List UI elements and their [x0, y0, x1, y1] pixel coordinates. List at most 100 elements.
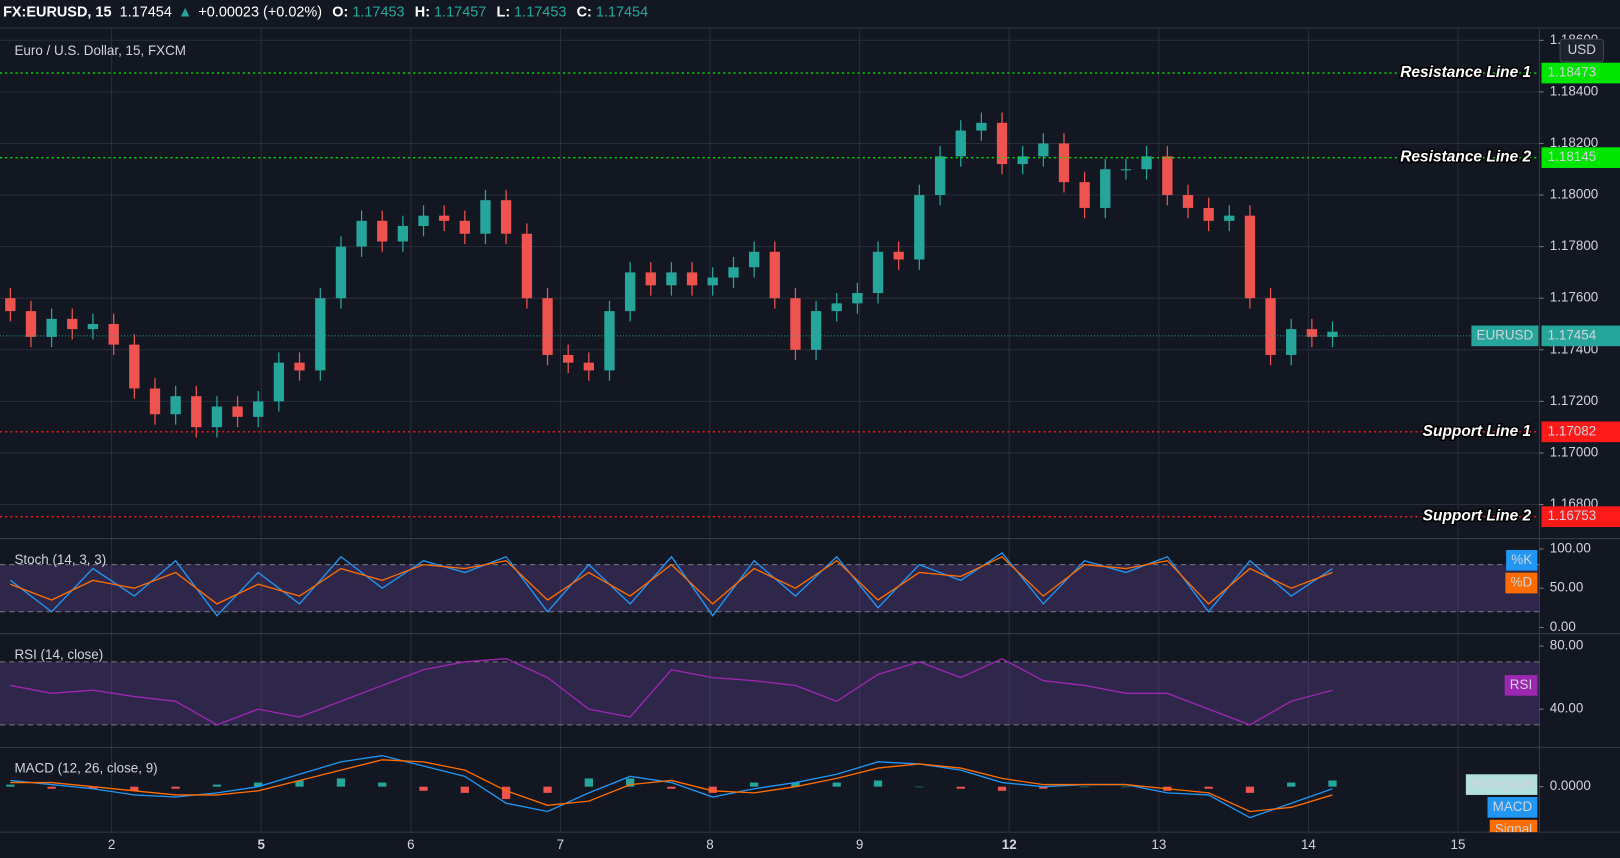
candle-body: [480, 200, 491, 234]
candle-body: [1286, 329, 1297, 355]
candle-body: [46, 318, 57, 337]
candle-body: [356, 220, 367, 247]
candle-body: [1120, 169, 1132, 171]
chart-title: Euro / U.S. Dollar, 15, FXCM: [14, 43, 186, 58]
legend-tag: %K: [1511, 552, 1532, 567]
candle-body: [1327, 331, 1338, 337]
candle-body: [1038, 143, 1049, 157]
low-value: 1.17453: [514, 4, 566, 20]
histogram-bar: [1328, 780, 1337, 787]
high-label: H:: [415, 4, 430, 20]
candle-body: [418, 215, 429, 226]
candle-body: [170, 396, 181, 415]
histogram-bar: [956, 786, 965, 789]
candle-body: [542, 298, 553, 355]
candle-body: [521, 233, 533, 299]
legend-tag: Histogram: [1471, 776, 1532, 791]
histogram-bar: [708, 786, 717, 793]
high-value: 1.17457: [434, 4, 486, 20]
change: +0.00023 (+0.02%): [198, 4, 322, 20]
candle-body: [996, 122, 1008, 165]
histogram-bar: [1204, 786, 1213, 789]
y-tick-label: 100.00: [1550, 540, 1591, 555]
series-line: [10, 555, 1333, 605]
candle-body: [87, 323, 99, 330]
legend-tag: RSI: [1510, 677, 1532, 692]
histogram-bar: [295, 780, 304, 787]
histogram-bar: [212, 784, 222, 787]
x-tick-label: 6: [407, 837, 414, 852]
candle-body: [149, 388, 161, 415]
y-tick-label: 1.17200: [1550, 393, 1599, 408]
legend-tag-box: [1489, 819, 1538, 833]
legend-tag-box: [1505, 572, 1538, 594]
histogram-bar: [791, 782, 800, 787]
level-price: 1.16753: [1548, 508, 1597, 523]
candle-body: [1058, 143, 1070, 183]
open-label: O:: [332, 4, 348, 20]
last-price: 1.17454: [120, 4, 172, 20]
x-tick-label: 8: [706, 837, 713, 852]
histogram-bar: [1080, 786, 1089, 788]
y-tick-label: 1.17600: [1550, 290, 1599, 305]
legend-tag-box: [1465, 774, 1538, 795]
histogram-bar: [873, 780, 883, 787]
histogram-bar: [419, 786, 428, 791]
level-label: Resistance Line 1: [1400, 64, 1531, 81]
candle-body: [500, 200, 512, 234]
candle-body: [232, 406, 243, 417]
level-label: Support Line 2: [1423, 508, 1532, 525]
histogram-bar: [1245, 786, 1255, 793]
legend-tag: Signal: [1495, 822, 1532, 837]
candle-body: [769, 251, 780, 299]
y-tick-label: 80.00: [1550, 638, 1584, 653]
y-tick-label: 0.00: [1550, 619, 1576, 634]
last-price-box: [1541, 325, 1620, 347]
open-value: 1.17453: [352, 4, 404, 20]
histogram-bar: [254, 782, 263, 787]
candle-body: [191, 396, 202, 428]
histogram-bar: [1287, 782, 1296, 787]
series-line: [10, 759, 1333, 813]
x-tick-label: 14: [1301, 837, 1316, 852]
candle-body: [810, 311, 822, 350]
candle-body: [955, 130, 966, 157]
histogram-bar: [47, 786, 56, 789]
candle-body: [1100, 169, 1111, 208]
close-label: C:: [577, 4, 592, 20]
candle-body: [1224, 215, 1235, 221]
y-tick-label: 1.17000: [1550, 444, 1599, 459]
y-tick-label: 1.17800: [1550, 238, 1599, 253]
candle-body: [1244, 215, 1256, 299]
level-label: Support Line 1: [1423, 423, 1531, 440]
header: FX:EURUSD, 15 1.17454 ▲ +0.00023 (+0.02%…: [3, 4, 648, 20]
pane-title: Stoch (14, 3, 3): [14, 552, 106, 567]
histogram-bar: [667, 786, 676, 789]
candle-body: [831, 303, 842, 312]
candle-body: [1017, 156, 1028, 165]
x-tick-label: 2: [108, 837, 115, 852]
series-line: [10, 657, 1333, 726]
histogram-bar: [584, 778, 593, 787]
legend-tag: %D: [1511, 575, 1533, 590]
histogram-bar: [88, 786, 98, 789]
change-arrow: ▲: [178, 4, 192, 20]
histogram-bar: [750, 782, 759, 787]
candle-body: [563, 354, 574, 363]
last-price-name: EURUSD: [1477, 327, 1534, 342]
y-tick-label: 40.00: [1550, 701, 1584, 716]
y-tick-label: 1.18000: [1550, 187, 1599, 202]
legend-tag-box: [1504, 675, 1538, 696]
histogram-bar: [997, 786, 1007, 791]
low-label: L:: [497, 4, 511, 20]
candle-body: [748, 251, 760, 268]
histogram-bar: [501, 786, 511, 800]
histogram-bar: [130, 786, 139, 791]
band-fill: [0, 564, 1540, 612]
histogram-bar: [378, 782, 387, 787]
level-price: 1.18473: [1548, 65, 1597, 80]
candle-body: [25, 311, 37, 337]
x-tick-label: 5: [257, 837, 265, 852]
series-line: [9, 551, 1333, 617]
